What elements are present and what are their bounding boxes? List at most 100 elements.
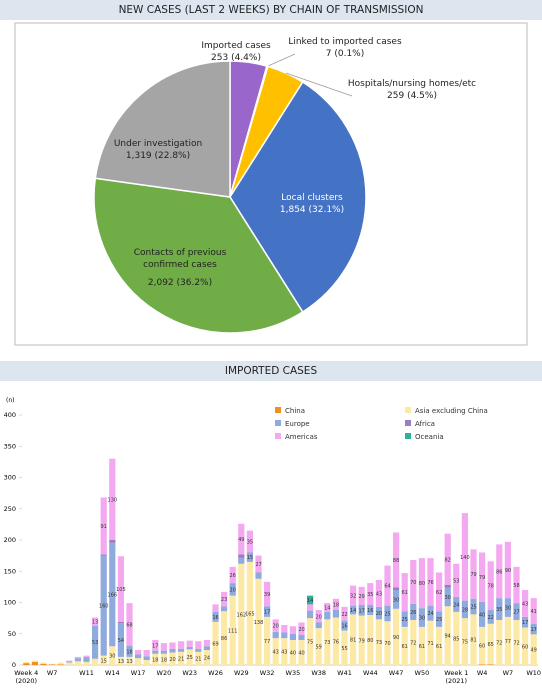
pie-title: NEW CASES (LAST 2 WEEKS) BY CHAIN OF TRA… <box>0 0 542 20</box>
data-label: 16 <box>367 608 373 614</box>
bar-segment <box>135 658 142 665</box>
bar-segment <box>238 523 245 555</box>
bar-segment <box>358 605 365 616</box>
bar-segment <box>186 649 193 665</box>
bar-segment <box>143 656 150 660</box>
data-label: 40 <box>290 651 296 657</box>
data-label: 78 <box>488 584 494 590</box>
bar-segment <box>384 621 391 665</box>
bar-segment <box>281 625 288 633</box>
data-label: 43 <box>376 591 382 597</box>
bar-segment <box>186 640 193 647</box>
data-label: 94 <box>445 634 451 640</box>
bar-segment <box>410 560 417 604</box>
slice-value-label: 259 (4.5%) <box>387 91 437 101</box>
bar-segment <box>83 661 90 665</box>
bar-segment <box>221 606 228 612</box>
data-label: 60 <box>522 644 528 650</box>
pie-slice <box>93 177 304 334</box>
data-label: 22 <box>341 612 347 618</box>
slice-label: Local clusters <box>281 193 343 203</box>
bar-segment <box>315 628 322 665</box>
data-label: 26 <box>410 610 416 616</box>
data-label: 35 <box>496 607 502 613</box>
bar-segment <box>513 603 520 620</box>
data-label: 61 <box>419 644 425 650</box>
bar-segment <box>479 552 486 602</box>
bar-segment <box>57 662 64 665</box>
data-label: 61 <box>402 590 408 596</box>
bar-segment <box>23 663 30 665</box>
bar-segment <box>401 573 408 612</box>
data-label: 76 <box>333 639 339 645</box>
data-label: 17 <box>359 608 365 614</box>
bar-segment <box>427 558 434 606</box>
y-tick-label: 400 <box>4 411 16 419</box>
data-label: 80 <box>419 581 425 587</box>
bar-segment <box>289 633 296 640</box>
pie-slice <box>94 60 231 198</box>
bar-segment <box>238 563 245 665</box>
data-label: 75 <box>307 640 313 646</box>
data-label: 18 <box>152 657 158 663</box>
bar-segment <box>152 650 159 654</box>
data-label: 29 <box>359 594 365 600</box>
data-label: 28 <box>462 607 468 613</box>
bar-segment <box>238 557 245 564</box>
data-label: 24 <box>427 611 433 617</box>
data-label: 20 <box>298 627 304 633</box>
bar-segment <box>92 617 99 626</box>
bar-segment <box>126 656 133 665</box>
bar-segment <box>530 598 537 624</box>
bar-segment <box>100 554 107 556</box>
bar-segment <box>513 566 520 604</box>
bar-segment <box>479 664 486 665</box>
data-label: 111 <box>228 628 238 634</box>
bar-segment <box>203 650 210 665</box>
bar-segment <box>436 626 443 665</box>
data-label: 59 <box>316 645 322 651</box>
data-label: 160 <box>99 604 109 610</box>
bar-segment <box>246 530 253 553</box>
data-label: 15 <box>247 555 253 561</box>
bar-segment <box>100 555 107 656</box>
x-tick-label: W11 <box>79 669 94 677</box>
bar-segment <box>410 620 417 665</box>
bar-segment <box>496 620 503 665</box>
data-label: 64 <box>384 584 390 590</box>
bar-segment <box>212 604 219 612</box>
slice-value-label: 1,319 (22.8%) <box>125 151 191 161</box>
bar-segment <box>255 578 262 665</box>
bar-segment <box>504 598 511 617</box>
bar-segment <box>100 655 107 665</box>
bar-segment <box>135 654 142 659</box>
x-tick-label: W50 <box>414 669 430 677</box>
bar-segment <box>169 648 176 653</box>
bar-segment <box>109 646 116 665</box>
legend-label: Africa <box>415 420 435 428</box>
x-tick-label: W14 <box>104 669 120 677</box>
bar-segment <box>66 662 73 665</box>
slice-label: Under investigation <box>113 139 203 149</box>
bar-segment <box>238 554 245 558</box>
x-tick-label: W23 <box>182 669 198 677</box>
data-label: 32 <box>350 594 356 600</box>
bar-segment <box>453 563 460 597</box>
bar-segment <box>143 650 150 657</box>
data-label: 30 <box>393 597 399 603</box>
data-label: 16 <box>212 615 218 621</box>
data-label: 73 <box>324 640 330 646</box>
bar-segment <box>341 606 348 621</box>
slice-label: Linked to imported cases <box>288 37 402 47</box>
data-label: 62 <box>436 590 442 596</box>
bar-segment <box>152 653 159 665</box>
bar-segment <box>195 648 202 652</box>
bar-segment <box>264 606 271 617</box>
pie-frame <box>14 22 528 346</box>
bar-segment <box>513 620 520 665</box>
bar-segment <box>178 651 185 665</box>
bar-segment <box>126 603 133 646</box>
bar-segment <box>49 664 56 665</box>
bar-segment <box>117 623 124 657</box>
